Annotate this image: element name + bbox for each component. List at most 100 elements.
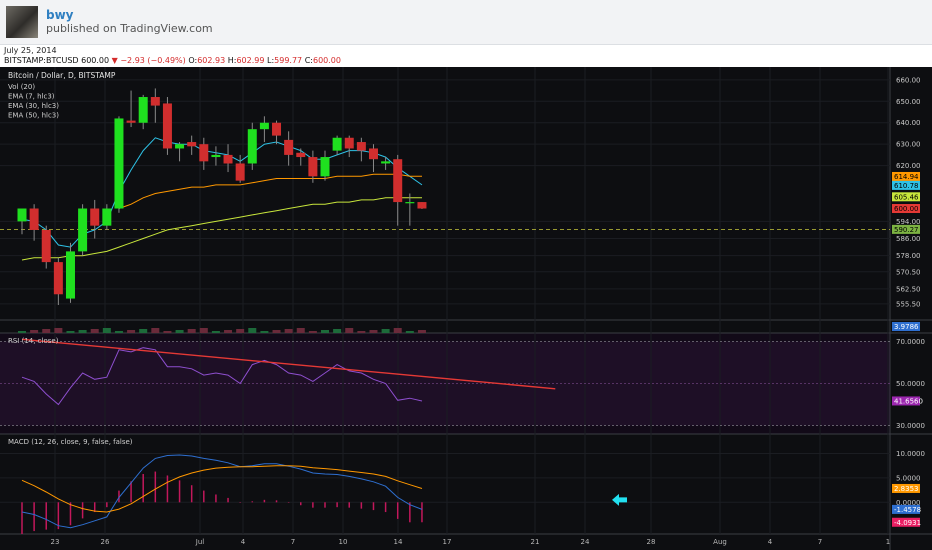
candle[interactable]: [393, 154, 403, 226]
x-tick-label: 4: [768, 538, 773, 546]
macd-histogram-bar: [154, 471, 157, 503]
macd-histogram-bar: [239, 502, 241, 503]
candle-body: [344, 137, 354, 149]
macd-value-tag: [892, 504, 920, 514]
candle-body: [41, 229, 51, 263]
candle-body: [90, 208, 100, 226]
candle-body: [259, 122, 269, 130]
candle[interactable]: [41, 225, 51, 269]
volume-tag: [892, 322, 920, 331]
candle[interactable]: [138, 94, 148, 130]
candle[interactable]: [199, 137, 209, 170]
volume-bar: [272, 330, 281, 333]
volume-bar: [296, 328, 305, 333]
candle[interactable]: [223, 144, 233, 173]
candle[interactable]: [29, 204, 39, 241]
candle[interactable]: [381, 157, 391, 170]
volume-bar: [393, 328, 402, 333]
x-tick-label: 28: [647, 538, 656, 546]
x-tick-label: 10: [339, 538, 348, 546]
candle[interactable]: [272, 120, 282, 145]
volume-bar: [187, 329, 196, 333]
macd-histogram-bar: [409, 502, 411, 523]
rsi-tick-label: 70.0000: [896, 338, 925, 346]
candle-body: [296, 152, 306, 158]
candle[interactable]: [53, 257, 63, 305]
ema-line: [21, 137, 423, 248]
candle[interactable]: [320, 150, 330, 181]
price-tick-label: 562.50: [896, 285, 921, 293]
author-avatar[interactable]: [6, 6, 38, 38]
price-tag-label: 605.46: [894, 193, 919, 201]
close-label: C:: [304, 56, 313, 65]
macd-line: [21, 454, 423, 529]
volume-bar: [211, 331, 220, 333]
macd-histogram-bar: [384, 502, 387, 513]
candle[interactable]: [235, 154, 245, 183]
macd-histogram-bar: [178, 480, 181, 503]
candle[interactable]: [114, 116, 124, 213]
volume-bar: [260, 331, 269, 333]
candle-body: [332, 137, 342, 151]
author-name[interactable]: bwy: [46, 8, 74, 22]
candle[interactable]: [247, 122, 257, 170]
volume-bar: [163, 331, 172, 333]
price-tick-label: 640.00: [896, 119, 921, 127]
volume-bar: [102, 328, 111, 333]
candle[interactable]: [332, 135, 342, 155]
chart-area[interactable]: 23 26 Jul 4 7 10 14 17 21 24 28 Aug 4 7 1 660.00 650.00 6…: [0, 67, 932, 550]
candle[interactable]: [17, 208, 27, 235]
candle[interactable]: [211, 146, 221, 166]
candle[interactable]: [90, 199, 100, 239]
candle[interactable]: [150, 88, 160, 123]
rsi-trendline[interactable]: [21, 338, 556, 390]
candle[interactable]: [344, 135, 354, 158]
candle[interactable]: [187, 135, 197, 155]
macd-histogram-bar: [396, 502, 399, 519]
candle-body: [17, 208, 27, 222]
candle-body: [405, 202, 415, 204]
chart-background: [0, 67, 932, 550]
rsi-value-tag-label: 41.6560: [894, 397, 923, 405]
candle-body: [308, 157, 318, 177]
volume-tag-label: 3.9786: [894, 323, 919, 331]
candle[interactable]: [417, 202, 427, 210]
candle[interactable]: [102, 204, 112, 230]
price-tag-label: 600.00: [894, 205, 919, 213]
macd-histogram-bar: [275, 500, 278, 503]
open-value: 602.93: [197, 56, 226, 65]
volume-bar: [381, 329, 390, 333]
x-tick-label: 7: [291, 538, 295, 546]
price-tick-label: 594.00: [896, 218, 921, 226]
volume-bar: [42, 329, 51, 333]
macd-histogram-bar: [324, 502, 326, 508]
candle[interactable]: [78, 204, 88, 256]
candle[interactable]: [368, 144, 378, 173]
volume-bar: [357, 331, 366, 333]
candle[interactable]: [65, 242, 75, 303]
candle[interactable]: [284, 131, 294, 166]
candle[interactable]: [405, 193, 415, 226]
macd-value-tag: [892, 483, 920, 493]
candle[interactable]: [356, 137, 366, 162]
candle[interactable]: [126, 90, 136, 128]
macd-histogram-bar: [106, 502, 108, 508]
legend-entry: EMA (30, hlc3): [8, 102, 59, 110]
candle[interactable]: [259, 116, 269, 143]
ema-line: [21, 197, 422, 261]
macd-tick-label: 0.0000: [896, 499, 921, 507]
candle[interactable]: [308, 150, 318, 183]
price-tick-label: 555.50: [896, 300, 921, 308]
candle[interactable]: [162, 97, 172, 155]
price-tick-label: 650.00: [896, 98, 921, 106]
candle-body: [356, 142, 366, 151]
x-tick-label: 1: [886, 538, 890, 546]
macd-histogram-bar: [336, 502, 338, 508]
macd-histogram-bar: [203, 490, 205, 503]
x-tick-label: 17: [443, 538, 452, 546]
candle-body: [247, 129, 257, 164]
candle[interactable]: [296, 148, 306, 166]
candle[interactable]: [175, 142, 185, 162]
candle-body: [114, 118, 124, 209]
x-tick-label: Aug: [713, 538, 727, 546]
